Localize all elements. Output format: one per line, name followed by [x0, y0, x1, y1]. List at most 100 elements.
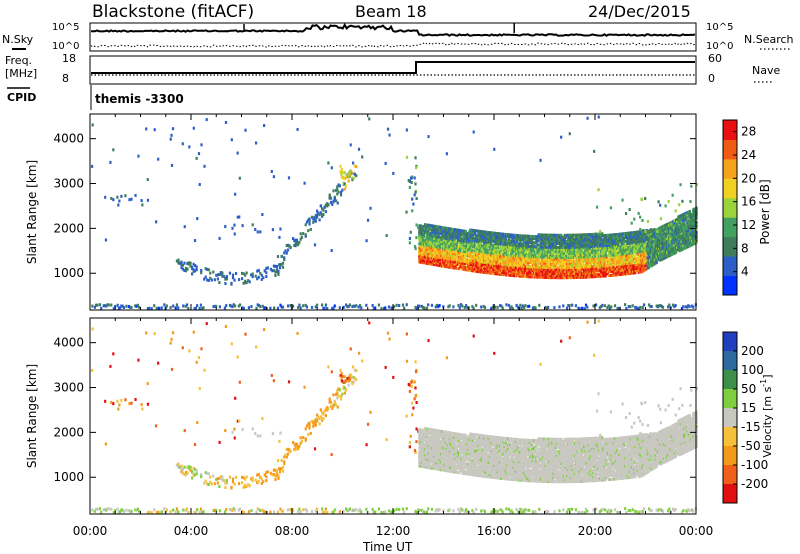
power-cell	[520, 270, 523, 274]
power-cell	[439, 262, 443, 266]
power-cell	[465, 254, 469, 258]
power-cell	[693, 242, 696, 246]
power-cell	[478, 243, 481, 247]
power-cell	[629, 231, 632, 235]
power-cell	[460, 247, 463, 251]
power-cell	[688, 216, 691, 220]
power-cell	[422, 235, 425, 239]
power-cell	[504, 257, 507, 261]
power-cell	[444, 252, 447, 256]
power-cell	[579, 251, 582, 255]
power-cell	[592, 261, 595, 265]
power-cell	[487, 265, 490, 269]
power-cell	[522, 242, 525, 246]
power-cell	[517, 270, 520, 274]
power-cell	[645, 263, 648, 267]
power-cell	[433, 226, 436, 230]
power-cell	[636, 262, 639, 266]
power-cell	[509, 263, 512, 267]
power-cell	[610, 257, 613, 261]
power-cell	[564, 245, 568, 249]
power-cell	[675, 232, 678, 236]
power-cell	[639, 305, 642, 309]
power-cell	[476, 253, 479, 257]
power-cell	[462, 235, 465, 239]
power-cell	[678, 203, 681, 207]
power-cell	[662, 246, 665, 250]
power-cell	[623, 264, 627, 268]
nave-label: Nave	[752, 64, 780, 77]
power-cell	[419, 258, 422, 262]
power-cell	[455, 228, 458, 232]
power-cell	[481, 244, 485, 248]
power-cell	[472, 257, 475, 261]
power-cell	[539, 239, 543, 243]
power-cell	[476, 251, 479, 255]
power-cell	[283, 256, 286, 260]
power-cell	[625, 272, 628, 276]
power-cell	[565, 272, 569, 276]
power-cell	[602, 272, 605, 276]
power-cell	[612, 245, 615, 249]
power-cell	[503, 269, 506, 273]
power-cell	[610, 305, 613, 309]
power-cell	[692, 232, 695, 236]
power-cell	[548, 237, 552, 241]
power-cell	[544, 251, 547, 255]
power-cell	[622, 272, 625, 276]
power-cell	[480, 244, 483, 248]
power-cell	[458, 253, 461, 257]
power-cell	[590, 247, 594, 251]
power-cell	[414, 156, 417, 160]
power-cell	[272, 264, 276, 268]
power-cell	[590, 243, 594, 247]
power-cell	[421, 248, 424, 252]
power-cell	[544, 249, 547, 253]
power-cell	[615, 253, 619, 257]
power-cell	[667, 226, 670, 230]
power-cell	[431, 256, 435, 260]
power-cell	[663, 238, 666, 242]
power-cell	[598, 306, 601, 310]
power-cell	[204, 267, 207, 271]
power-cell	[531, 263, 535, 267]
power-cell	[533, 243, 536, 247]
power-cell	[487, 235, 490, 239]
power-cell	[501, 240, 504, 244]
power-cell	[460, 243, 463, 247]
power-cell	[439, 252, 443, 256]
power-cell	[529, 261, 532, 265]
power-cell	[657, 239, 661, 243]
power-cell	[578, 249, 581, 253]
power-cell	[575, 245, 578, 249]
power-cell	[689, 241, 693, 245]
power-cell	[546, 257, 549, 261]
power-cell	[503, 267, 506, 271]
power-cell	[555, 245, 558, 249]
power-cell	[643, 236, 646, 240]
power-cell	[442, 242, 445, 246]
power-cell	[431, 240, 435, 244]
power-cell	[459, 233, 462, 237]
power-cell	[589, 243, 593, 247]
power-cell	[660, 258, 663, 262]
power-cell	[503, 240, 506, 244]
power-cell	[571, 249, 574, 253]
power-cell	[670, 230, 673, 234]
power-cell	[628, 255, 631, 259]
power-cell	[650, 254, 653, 258]
power-cell	[499, 304, 502, 308]
power-cell	[464, 244, 468, 248]
power-cell	[560, 272, 563, 276]
power-cell	[568, 239, 571, 243]
power-cell	[565, 255, 569, 259]
power-cell	[450, 249, 453, 253]
power-cell	[539, 247, 543, 251]
power-cell	[410, 176, 413, 180]
power-cell	[479, 234, 482, 238]
power-cell	[564, 264, 568, 268]
power-cell	[434, 247, 437, 251]
power-cell	[575, 271, 578, 275]
power-cell	[459, 265, 462, 269]
power-cell	[654, 231, 657, 235]
